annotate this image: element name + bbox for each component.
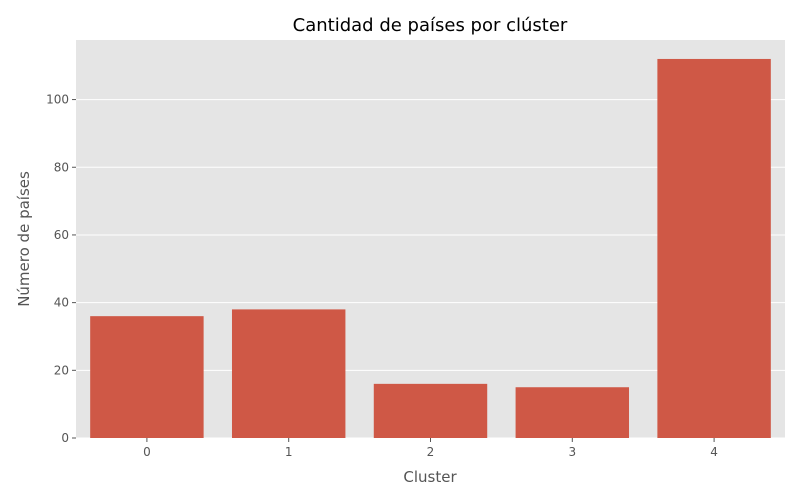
chart-title: Cantidad de países por clúster — [293, 15, 568, 36]
x-tick-label-1: 1 — [285, 445, 293, 459]
y-tick-label-80: 80 — [54, 160, 69, 174]
y-tick-label-100: 100 — [46, 93, 69, 107]
bar-cluster-4 — [657, 58, 771, 438]
y-tick-label-20: 20 — [54, 363, 69, 377]
bar-cluster-2 — [373, 383, 488, 438]
y-tick-label-60: 60 — [54, 228, 69, 242]
x-tick-label-3: 3 — [568, 445, 576, 459]
bar-cluster-3 — [515, 387, 630, 438]
x-tick-label-4: 4 — [710, 445, 718, 459]
x-tick-label-2: 2 — [427, 445, 435, 459]
x-axis-label: Cluster — [403, 468, 457, 486]
bars — [90, 58, 771, 438]
y-axis-ticks: 0 20 40 60 80 100 — [46, 93, 76, 445]
y-axis-label: Número de países — [15, 171, 33, 307]
x-tick-label-0: 0 — [143, 445, 151, 459]
bar-cluster-0 — [90, 316, 204, 438]
y-tick-label-40: 40 — [54, 296, 69, 310]
x-axis-ticks: 0 1 2 3 4 — [143, 438, 718, 459]
bar-cluster-1 — [231, 309, 346, 438]
y-tick-label-0: 0 — [61, 431, 69, 445]
